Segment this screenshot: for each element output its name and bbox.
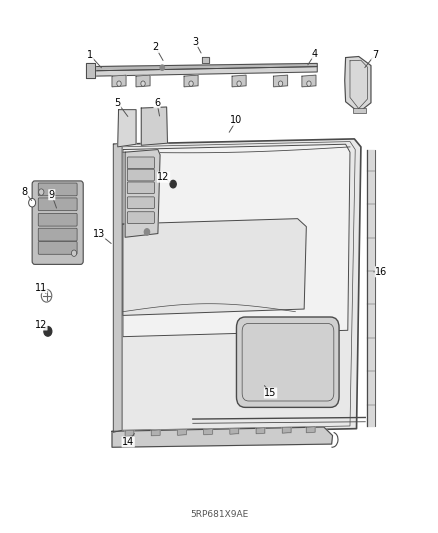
Circle shape xyxy=(189,81,193,86)
FancyBboxPatch shape xyxy=(38,183,77,196)
Circle shape xyxy=(41,289,52,302)
Polygon shape xyxy=(118,110,136,147)
Text: 7: 7 xyxy=(372,50,378,60)
Circle shape xyxy=(170,180,176,188)
Polygon shape xyxy=(177,430,186,435)
Polygon shape xyxy=(283,427,291,433)
Polygon shape xyxy=(204,429,212,435)
Text: 4: 4 xyxy=(312,49,318,59)
Text: 6: 6 xyxy=(154,98,160,108)
Circle shape xyxy=(71,250,77,256)
Text: 1: 1 xyxy=(87,51,93,60)
Polygon shape xyxy=(112,75,126,87)
Polygon shape xyxy=(90,63,317,71)
Text: 3: 3 xyxy=(192,37,198,46)
Polygon shape xyxy=(151,430,160,436)
Polygon shape xyxy=(230,429,239,434)
Polygon shape xyxy=(302,75,316,87)
Polygon shape xyxy=(114,139,361,434)
Circle shape xyxy=(117,81,121,86)
Text: 12: 12 xyxy=(157,172,170,182)
Text: 5RP681X9AE: 5RP681X9AE xyxy=(190,510,248,519)
Polygon shape xyxy=(112,427,332,447)
FancyBboxPatch shape xyxy=(127,182,154,193)
Polygon shape xyxy=(123,219,306,316)
Polygon shape xyxy=(306,427,315,433)
Polygon shape xyxy=(136,75,150,87)
Circle shape xyxy=(279,81,283,86)
Circle shape xyxy=(39,189,44,195)
FancyBboxPatch shape xyxy=(127,212,154,223)
Polygon shape xyxy=(125,150,160,237)
FancyBboxPatch shape xyxy=(237,317,339,407)
Text: 16: 16 xyxy=(375,267,388,277)
Polygon shape xyxy=(345,56,371,112)
Polygon shape xyxy=(125,431,134,437)
Circle shape xyxy=(145,229,150,235)
Polygon shape xyxy=(274,75,288,87)
Circle shape xyxy=(28,198,35,207)
FancyBboxPatch shape xyxy=(32,181,83,264)
Circle shape xyxy=(141,81,145,86)
FancyBboxPatch shape xyxy=(127,157,154,168)
Text: 5: 5 xyxy=(115,98,121,108)
Text: 14: 14 xyxy=(122,437,134,447)
Circle shape xyxy=(44,327,52,336)
Polygon shape xyxy=(90,67,317,76)
Polygon shape xyxy=(202,56,209,63)
FancyBboxPatch shape xyxy=(38,228,77,241)
Circle shape xyxy=(237,81,241,86)
Polygon shape xyxy=(184,75,198,87)
Circle shape xyxy=(307,81,311,86)
Polygon shape xyxy=(123,144,350,337)
Circle shape xyxy=(160,65,164,70)
Text: 9: 9 xyxy=(49,190,55,200)
FancyBboxPatch shape xyxy=(38,213,77,226)
FancyBboxPatch shape xyxy=(127,169,154,181)
Polygon shape xyxy=(86,63,95,78)
Text: 13: 13 xyxy=(93,229,105,239)
Polygon shape xyxy=(232,75,246,87)
Text: 10: 10 xyxy=(230,115,243,125)
Text: 2: 2 xyxy=(152,43,159,52)
Polygon shape xyxy=(367,150,375,426)
Polygon shape xyxy=(113,143,122,432)
FancyBboxPatch shape xyxy=(38,198,77,211)
Polygon shape xyxy=(256,428,265,434)
FancyBboxPatch shape xyxy=(127,197,154,208)
Bar xyxy=(353,108,366,114)
Polygon shape xyxy=(141,107,167,146)
Text: 15: 15 xyxy=(264,388,277,398)
Text: 11: 11 xyxy=(35,283,47,293)
Text: 8: 8 xyxy=(21,187,28,197)
Text: 12: 12 xyxy=(35,320,47,330)
FancyBboxPatch shape xyxy=(38,241,77,254)
